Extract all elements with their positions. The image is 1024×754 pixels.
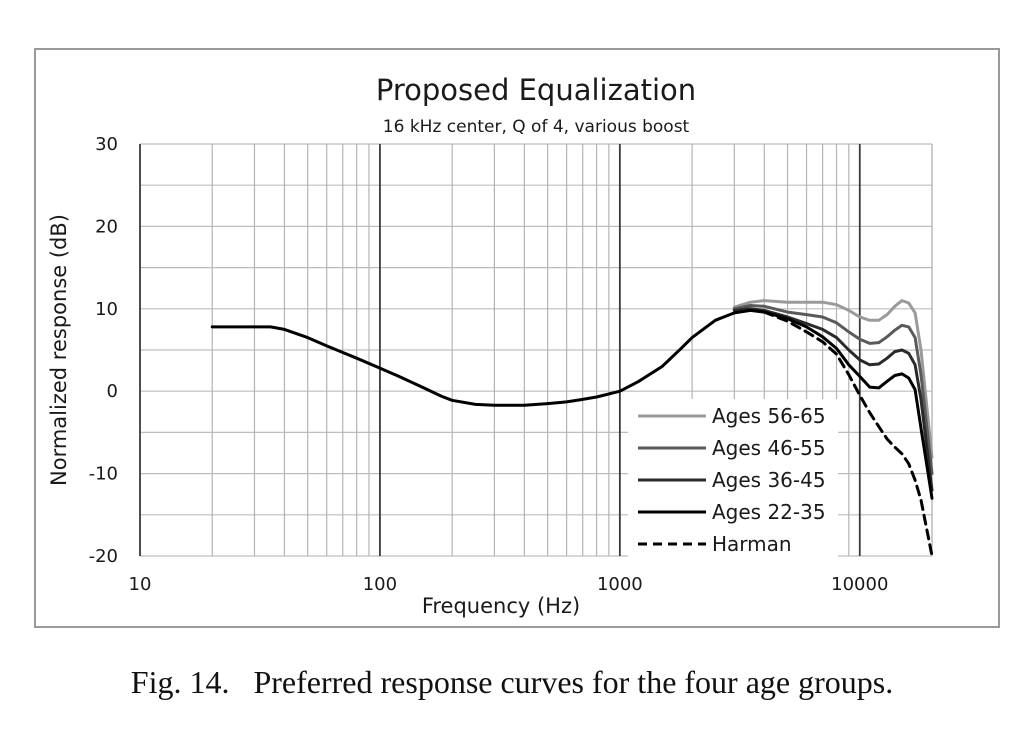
- chart-frame: -20 -10 0 10 20 30 10 100 1000 10000 Ages 56-65 Ag…: [34, 48, 1000, 628]
- legend-label: Ages 22-35: [712, 500, 826, 524]
- x-axis-label: Frequency (Hz): [422, 594, 580, 618]
- y-tick-label: -10: [89, 464, 118, 485]
- series-line-ages-22-35: [210, 308, 934, 500]
- legend-label: Harman: [712, 532, 792, 556]
- y-tick-label: 10: [95, 299, 118, 320]
- y-tick-label: 30: [95, 134, 118, 155]
- grid-layer: [139, 143, 933, 557]
- y-axis-label: Normalized response (dB): [47, 214, 71, 486]
- figure-caption: Fig. 14. Preferred response curves for t…: [130, 664, 894, 700]
- y-tick-label: 0: [107, 381, 118, 402]
- x-tick-label: 10000: [831, 574, 888, 595]
- chart-title: Proposed Equalization: [376, 73, 696, 107]
- x-tick-label: 1000: [597, 574, 643, 595]
- series-line-harman: [762, 310, 934, 558]
- series-layer: [210, 299, 934, 558]
- series-line-ages-56-65: [732, 299, 934, 459]
- legend-label: Ages 56-65: [712, 404, 826, 428]
- x-tick-label: 100: [363, 574, 397, 595]
- legend: Ages 56-65 Ages 46-55 Ages 36-45 Ages 22-35…: [638, 404, 826, 556]
- axes-layer: -20 -10 0 10 20 30 10 100 1000 10000: [89, 134, 889, 595]
- y-tick-label: 20: [95, 216, 118, 237]
- series-line-ages-36-45: [732, 307, 934, 492]
- legend-label: Ages 36-45: [712, 468, 826, 492]
- y-tick-label: -20: [89, 546, 118, 567]
- series-line-ages-46-55: [732, 304, 934, 476]
- chart-subtitle: 16 kHz center, Q of 4, various boost: [383, 117, 690, 137]
- x-tick-label: 10: [129, 574, 152, 595]
- legend-label: Ages 46-55: [712, 436, 826, 460]
